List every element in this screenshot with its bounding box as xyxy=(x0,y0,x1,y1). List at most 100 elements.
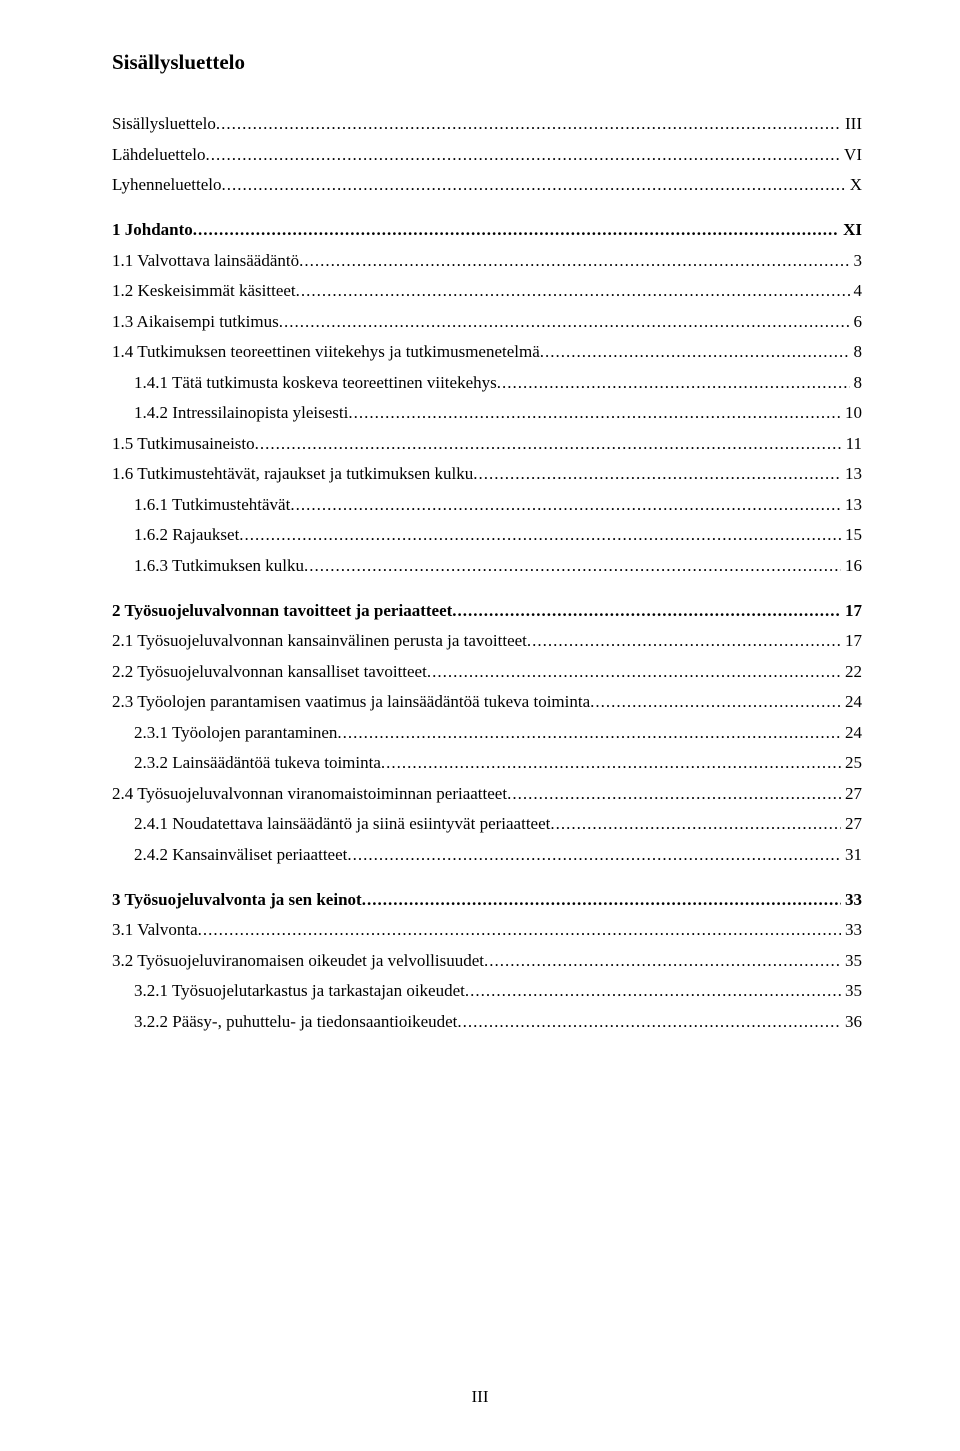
toc-entry-page: 24 xyxy=(841,724,862,741)
toc-entry-page: 17 xyxy=(841,632,862,649)
toc-entry: 3.2.1 Työsuojelutarkastus ja tarkastajan… xyxy=(112,982,862,999)
toc-entry-page: X xyxy=(846,176,862,193)
toc-entry-page: 13 xyxy=(841,496,862,513)
toc-entry-dots xyxy=(473,465,841,482)
toc-entry: 1.5 Tutkimusaineisto 11 xyxy=(112,435,862,452)
toc-entry-dots xyxy=(362,891,841,908)
toc-entry-label: 2.4 Työsuojeluvalvonnan viranomaistoimin… xyxy=(112,785,507,802)
toc-entry-label: 2 Työsuojeluvalvonnan tavoitteet ja peri… xyxy=(112,602,452,619)
toc-entry-page: 36 xyxy=(841,1013,862,1030)
toc-entry-label: 3.2 Työsuojeluviranomaisen oikeudet ja v… xyxy=(112,952,484,969)
toc-entry-dots xyxy=(507,785,841,802)
table-of-contents: Sisällysluettelo III Lähdeluettelo VI Lyhenn… xyxy=(112,115,862,1030)
toc-entry-page: 17 xyxy=(841,602,862,619)
toc-entry-dots xyxy=(198,921,841,938)
toc-entry-label: Lyhenneluettelo xyxy=(112,176,222,193)
toc-entry: 2 Työsuojeluvalvonnan tavoitteet ja peri… xyxy=(112,602,862,619)
toc-entry-page: 22 xyxy=(841,663,862,680)
toc-entry-page: 25 xyxy=(841,754,862,771)
toc-entry: Lähdeluettelo VI xyxy=(112,146,862,163)
toc-entry-page: 16 xyxy=(841,557,862,574)
toc-entry-label: 2.3.1 Työolojen parantaminen xyxy=(134,724,337,741)
toc-entry-dots xyxy=(296,282,850,299)
toc-entry-label: 1.5 Tutkimusaineisto xyxy=(112,435,255,452)
toc-section: 2 Työsuojeluvalvonnan tavoitteet ja peri… xyxy=(112,602,862,863)
toc-entry-dots xyxy=(299,252,849,269)
toc-entry-label: 3.2.2 Pääsy-, puhuttelu- ja tiedonsaanti… xyxy=(134,1013,457,1030)
toc-entry-page: 3 xyxy=(850,252,863,269)
toc-entry-page: 27 xyxy=(841,785,862,802)
toc-entry-label: 2.1 Työsuojeluvalvonnan kansainvälinen p… xyxy=(112,632,527,649)
toc-entry: 2.3 Työolojen parantamisen vaatimus ja l… xyxy=(112,693,862,710)
toc-entry-page: 8 xyxy=(850,343,863,360)
toc-entry: 3.2 Työsuojeluviranomaisen oikeudet ja v… xyxy=(112,952,862,969)
toc-entry: 2.4.2 Kansainväliset periaatteet 31 xyxy=(112,846,862,863)
toc-entry: 3.1 Valvonta33 xyxy=(112,921,862,938)
toc-entry: 2.4.1 Noudatettava lainsäädäntö ja siinä… xyxy=(112,815,862,832)
toc-entry-page: VI xyxy=(840,146,862,163)
toc-entry-dots xyxy=(347,846,841,863)
toc-entry-label: 1.2 Keskeisimmät käsitteet xyxy=(112,282,296,299)
toc-entry-label: 1.6.3 Tutkimuksen kulku xyxy=(134,557,304,574)
toc-entry-dots xyxy=(497,374,850,391)
toc-entry-dots xyxy=(279,313,850,330)
toc-entry-page: III xyxy=(841,115,862,132)
toc-entry: 1.2 Keskeisimmät käsitteet 4 xyxy=(112,282,862,299)
toc-entry-label: 1.6.2 Rajaukset xyxy=(134,526,239,543)
toc-entry: 2.3.2 Lainsäädäntöä tukeva toiminta 25 xyxy=(112,754,862,771)
toc-entry-label: 1.1 Valvottava lainsäädäntö xyxy=(112,252,299,269)
toc-section: Sisällysluettelo III Lähdeluettelo VI Lyhenn… xyxy=(112,115,862,193)
toc-entry-dots xyxy=(381,754,841,771)
toc-entry-label: 3.1 Valvonta xyxy=(112,921,198,938)
toc-entry: 2.4 Työsuojeluvalvonnan viranomaistoimin… xyxy=(112,785,862,802)
toc-entry-label: 3 Työsuojeluvalvonta ja sen keinot xyxy=(112,891,362,908)
toc-entry-label: Sisällysluettelo xyxy=(112,115,216,132)
toc-entry-dots xyxy=(255,435,842,452)
toc-section: 1 JohdantoXI 1.1 Valvottava lainsäädäntö 3… xyxy=(112,221,862,574)
toc-entry-page: 8 xyxy=(850,374,863,391)
toc-entry: 1.6.3 Tutkimuksen kulku 16 xyxy=(112,557,862,574)
toc-entry-page: 24 xyxy=(841,693,862,710)
toc-entry-label: 1.4.1 Tätä tutkimusta koskeva teoreettin… xyxy=(134,374,497,391)
toc-entry-label: 1.4 Tutkimuksen teoreettinen viitekehys … xyxy=(112,343,540,360)
toc-entry-label: 1.4.2 Intressilainopista yleisesti xyxy=(134,404,348,421)
toc-entry-page: 27 xyxy=(841,815,862,832)
toc-entry: 1.6 Tutkimustehtävät, rajaukset ja tutki… xyxy=(112,465,862,482)
toc-entry: 1.3 Aikaisempi tutkimus6 xyxy=(112,313,862,330)
toc-entry-dots xyxy=(222,176,846,193)
toc-entry-label: 2.3.2 Lainsäädäntöä tukeva toiminta xyxy=(134,754,381,771)
toc-entry-label: 2.2 Työsuojeluvalvonnan kansalliset tavo… xyxy=(112,663,427,680)
toc-entry-page: 15 xyxy=(841,526,862,543)
toc-entry-dots xyxy=(484,952,841,969)
toc-entry-label: Lähdeluettelo xyxy=(112,146,205,163)
toc-entry-dots xyxy=(590,693,841,710)
page-title: Sisällysluettelo xyxy=(112,50,862,75)
toc-entry: 2.3.1 Työolojen parantaminen 24 xyxy=(112,724,862,741)
toc-entry: 1.6.2 Rajaukset 15 xyxy=(112,526,862,543)
toc-entry-page: 33 xyxy=(841,891,862,908)
toc-entry: 1.1 Valvottava lainsäädäntö 3 xyxy=(112,252,862,269)
toc-entry-page: 4 xyxy=(850,282,863,299)
toc-entry: 2.1 Työsuojeluvalvonnan kansainvälinen p… xyxy=(112,632,862,649)
toc-entry-dots xyxy=(540,343,850,360)
toc-entry-dots xyxy=(193,221,839,238)
toc-entry: 2.2 Työsuojeluvalvonnan kansalliset tavo… xyxy=(112,663,862,680)
toc-entry: 1 JohdantoXI xyxy=(112,221,862,238)
toc-entry-dots xyxy=(457,1013,841,1030)
toc-entry-label: 1.3 Aikaisempi tutkimus xyxy=(112,313,279,330)
toc-entry-label: 1 Johdanto xyxy=(112,221,193,238)
toc-entry-label: 1.6.1 Tutkimustehtävät xyxy=(134,496,290,513)
toc-entry: 1.4.1 Tätä tutkimusta koskeva teoreettin… xyxy=(112,374,862,391)
toc-entry: Lyhenneluettelo X xyxy=(112,176,862,193)
toc-section: 3 Työsuojeluvalvonta ja sen keinot 33 3.1 … xyxy=(112,891,862,1030)
toc-entry-label: 2.3 Työolojen parantamisen vaatimus ja l… xyxy=(112,693,590,710)
toc-entry: 3.2.2 Pääsy-, puhuttelu- ja tiedonsaanti… xyxy=(112,1013,862,1030)
toc-entry-dots xyxy=(427,663,841,680)
toc-entry-dots xyxy=(304,557,841,574)
page-number: III xyxy=(0,1387,960,1407)
toc-entry-page: 11 xyxy=(842,435,862,452)
toc-entry: 1.4 Tutkimuksen teoreettinen viitekehys … xyxy=(112,343,862,360)
toc-entry-label: 2.4.2 Kansainväliset periaatteet xyxy=(134,846,347,863)
toc-entry-page: 35 xyxy=(841,982,862,999)
toc-entry-page: 31 xyxy=(841,846,862,863)
